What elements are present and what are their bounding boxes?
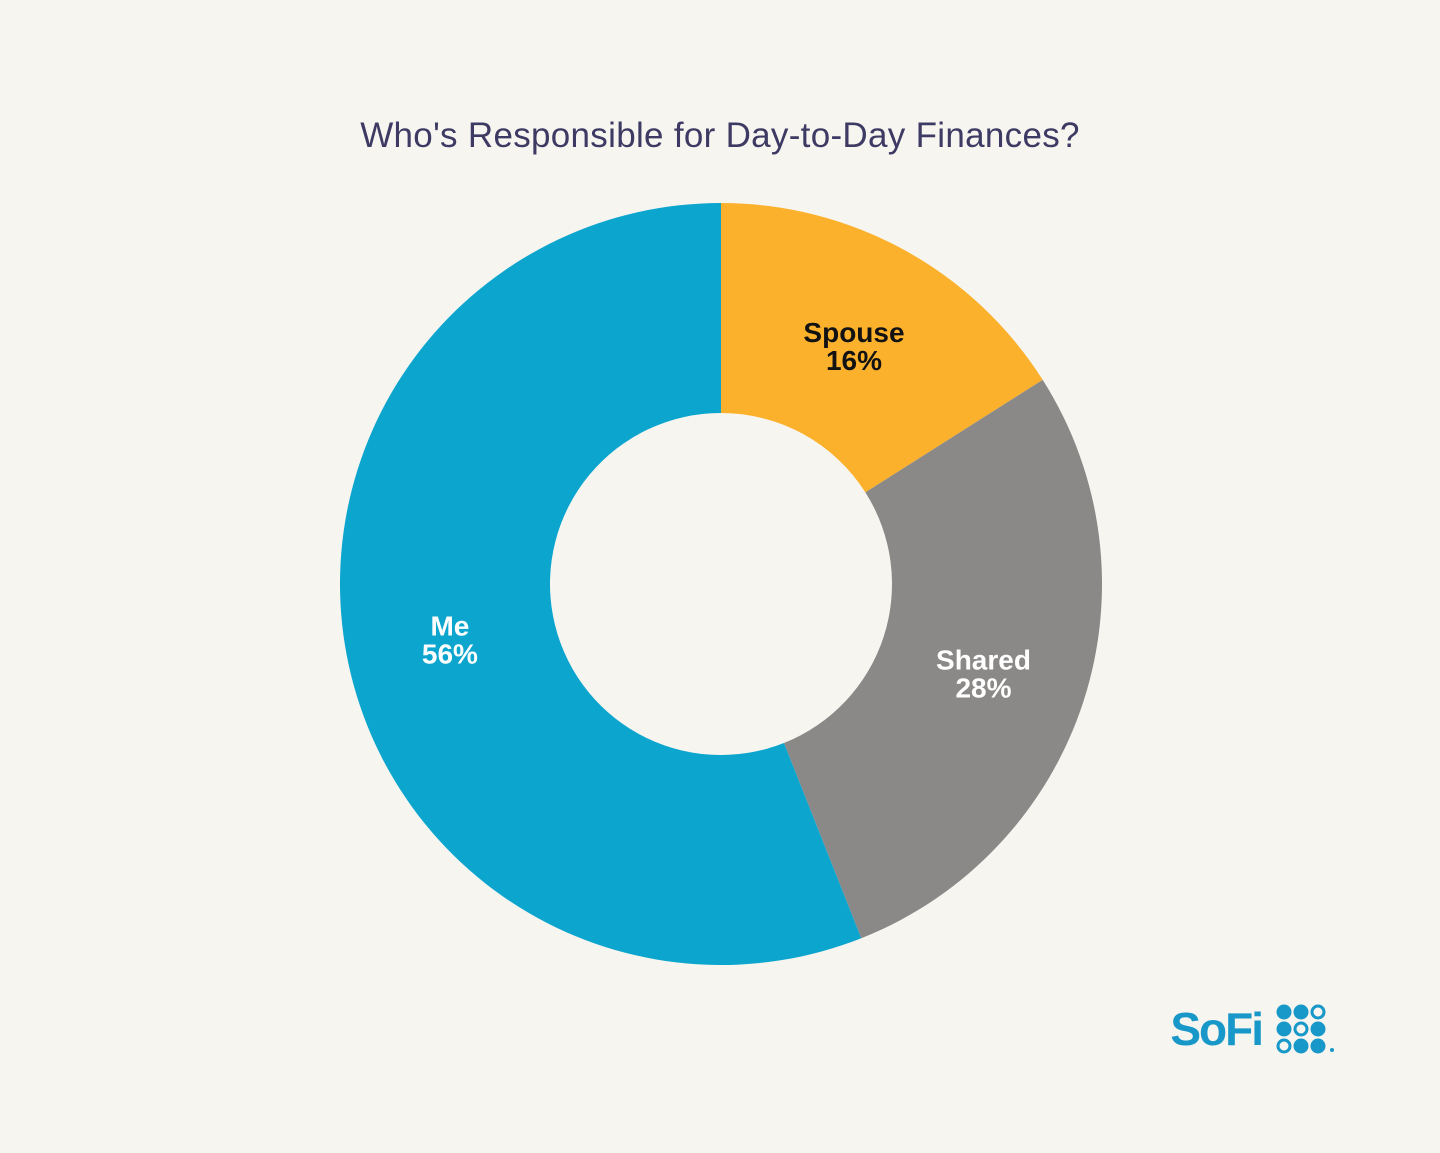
segment-label-me: Me 56% bbox=[422, 611, 478, 670]
logo-dot-outline bbox=[1276, 1038, 1292, 1054]
logo-dot-filled bbox=[1310, 1038, 1326, 1054]
segment-shared bbox=[783, 379, 1102, 939]
logo-dot-filled bbox=[1276, 1004, 1292, 1020]
sofi-logo: SoFi bbox=[1170, 1003, 1334, 1055]
segment-spouse bbox=[721, 203, 1043, 493]
logo-dot-filled bbox=[1310, 1021, 1326, 1037]
trademark-dot bbox=[1330, 1048, 1334, 1052]
logo-dot-outline bbox=[1293, 1021, 1309, 1037]
sofi-dots-icon bbox=[1276, 1004, 1326, 1054]
sofi-wordmark: SoFi bbox=[1170, 1003, 1264, 1055]
logo-dot-outline bbox=[1310, 1004, 1326, 1020]
segment-me bbox=[339, 202, 862, 965]
segment-label-shared: Shared 28% bbox=[936, 644, 1031, 703]
chart-title: Who's Responsible for Day-to-Day Finance… bbox=[360, 116, 1080, 155]
logo-dot-filled bbox=[1293, 1038, 1309, 1054]
segment-label-spouse: Spouse 16% bbox=[803, 317, 904, 376]
logo-dot-filled bbox=[1276, 1021, 1292, 1037]
logo-dot-filled bbox=[1293, 1004, 1309, 1020]
